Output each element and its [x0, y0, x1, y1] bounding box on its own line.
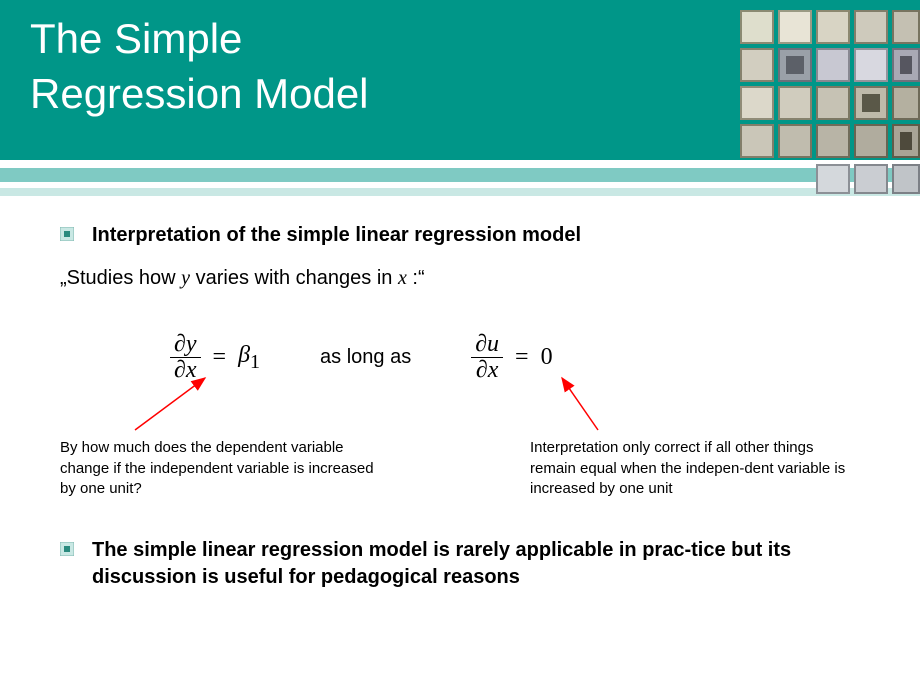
studies-sentence: „Studies how y varies with changes in x …: [60, 267, 880, 290]
eq2-den: ∂x: [476, 357, 499, 383]
eq2-num: ∂u: [475, 331, 499, 357]
bullet-icon: [60, 542, 74, 556]
slide-title: The Simple Regression Model: [30, 12, 890, 121]
title-line-1: The Simple: [30, 15, 242, 62]
equals-sign-1: =: [207, 344, 233, 371]
equation-2: ∂u ∂x = 0: [471, 332, 552, 383]
eq1-den: ∂x: [174, 357, 197, 383]
studies-suffix: :“: [407, 267, 425, 289]
studies-middle: varies with changes in: [190, 267, 398, 289]
equation-1: ∂y ∂x = β1: [170, 332, 260, 383]
annotation-row: By how much does the dependent variable …: [60, 438, 880, 499]
fraction-du-dx: ∂u ∂x: [471, 332, 503, 383]
studies-prefix: „Studies how: [60, 267, 181, 289]
bullet-item-2: The simple linear regression model is ra…: [60, 537, 880, 591]
bullet-1-text: Interpretation of the simple linear regr…: [92, 222, 581, 249]
equals-sign-2: =: [509, 344, 535, 371]
eq1-num: ∂y: [174, 331, 197, 357]
bullet-icon: [60, 227, 74, 241]
fraction-dy-dx: ∂y ∂x: [170, 332, 201, 383]
var-x: x: [398, 267, 407, 289]
annotation-right: Interpretation only correct if all other…: [530, 438, 860, 499]
slide-body: Interpretation of the simple linear regr…: [0, 200, 920, 690]
bullet-item-1: Interpretation of the simple linear regr…: [60, 222, 880, 249]
connector-text: as long as: [320, 346, 411, 369]
slide-header: The Simple Regression Model: [0, 0, 920, 160]
title-line-2: Regression Model: [30, 70, 369, 117]
beta-1: β1: [238, 342, 260, 374]
equation-row: ∂y ∂x = β1 as long as ∂u ∂x = 0: [60, 332, 880, 383]
bullet-2-text: The simple linear regression model is ra…: [92, 537, 880, 591]
annotation-left: By how much does the dependent variable …: [60, 438, 390, 499]
var-y: y: [181, 267, 190, 289]
zero: 0: [541, 344, 553, 371]
header-accent-bands: [0, 160, 920, 200]
